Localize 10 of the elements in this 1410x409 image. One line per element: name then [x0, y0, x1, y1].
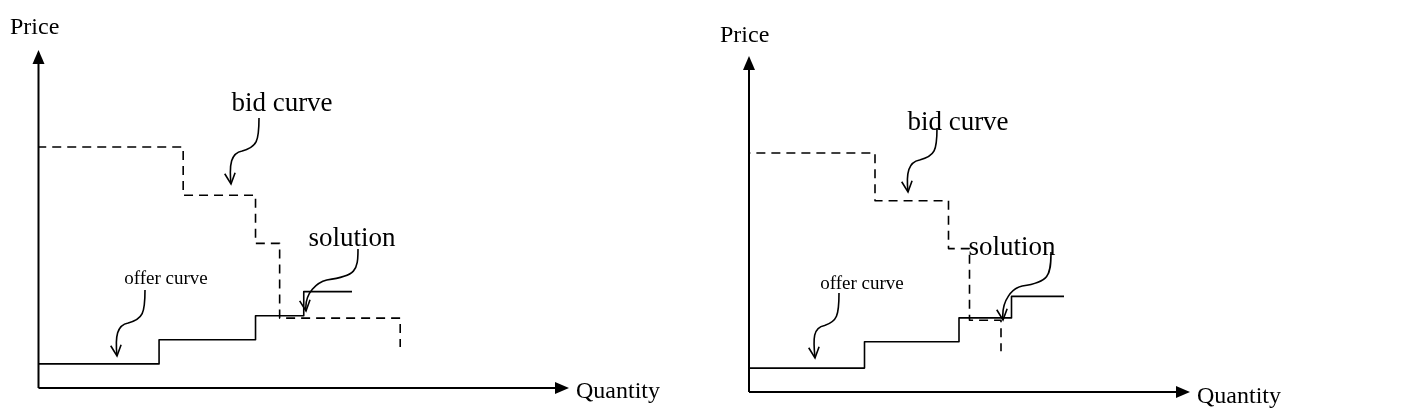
text: bid curve	[231, 87, 333, 117]
annotation: solution	[308, 222, 396, 252]
series-label: bid curve	[907, 106, 1009, 136]
annotation: solution	[968, 231, 1056, 261]
y-axis-title: Price	[10, 13, 60, 39]
text: offer curve	[820, 272, 904, 293]
x-axis-title: Quantity	[576, 377, 660, 403]
text: offer curve	[124, 267, 208, 288]
x-axis-title: Quantity	[1197, 382, 1281, 408]
y-axis-title: Price	[720, 21, 770, 47]
